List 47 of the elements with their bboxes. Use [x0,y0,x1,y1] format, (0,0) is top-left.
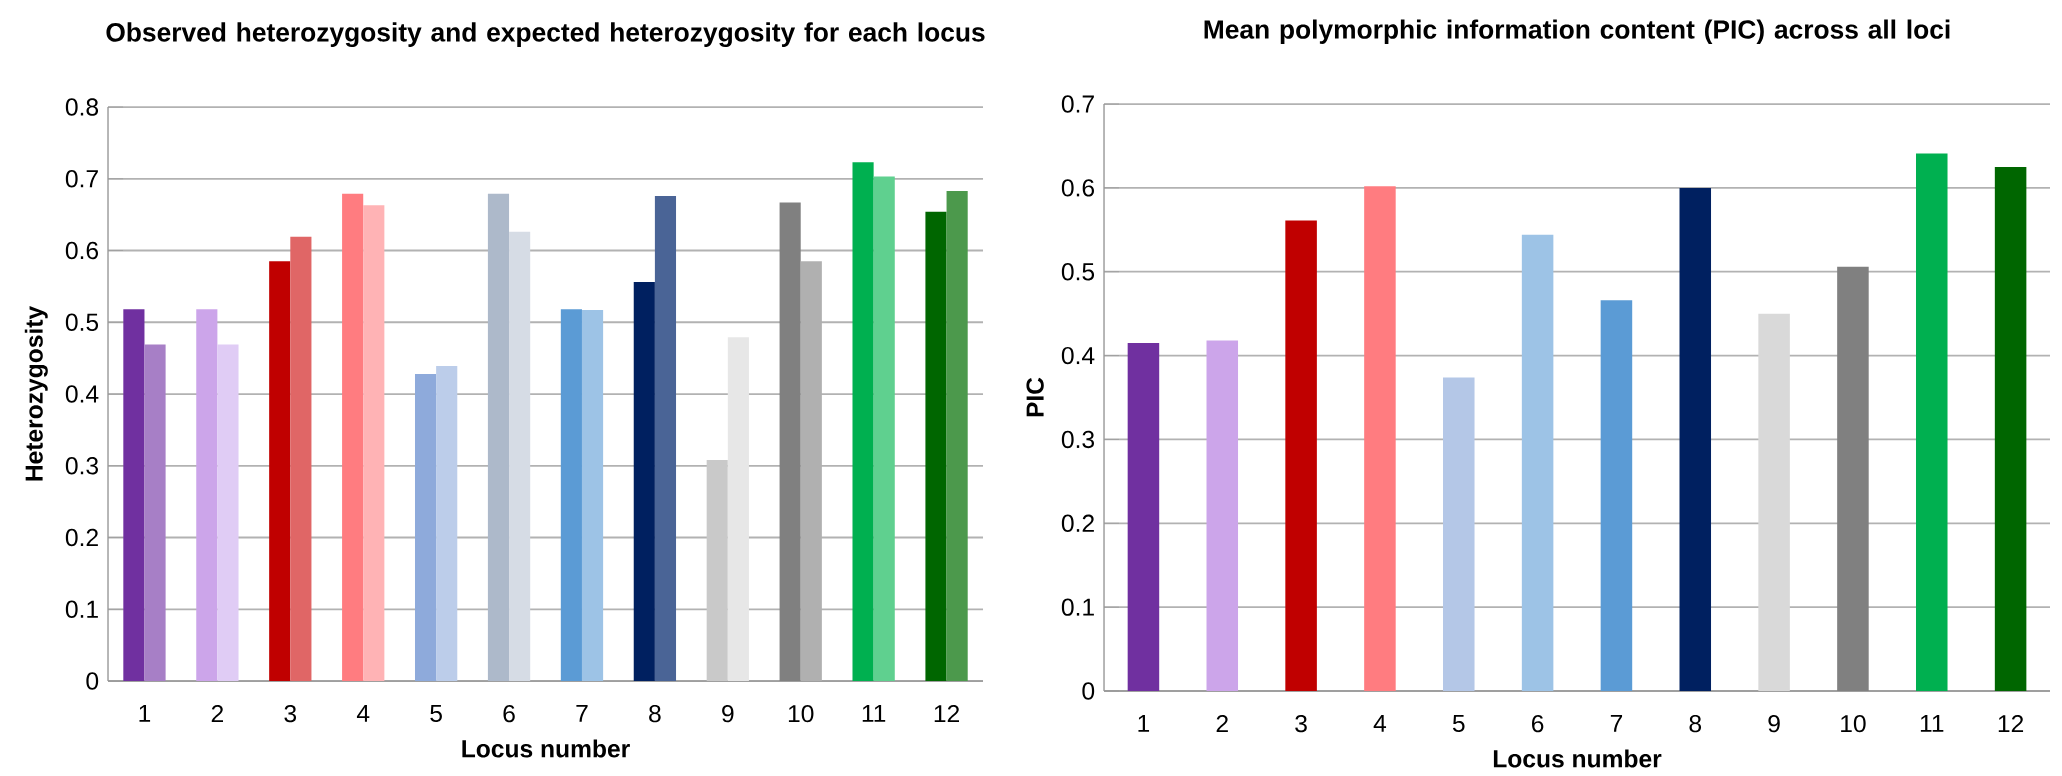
y-tick-label: 0 [86,672,99,690]
x-tick-label: 1 [1138,714,1150,732]
y-axis-title: PIC [1026,377,1044,417]
y-axis-title: Heterozygosity [24,305,48,481]
x-tick-label: 11 [862,704,886,722]
x-tick-label: 3 [284,704,297,723]
x-tick-label: 12 [934,704,960,723]
y-tick-label: 0.6 [1061,179,1094,197]
x-axis-title: Locus number [462,739,630,758]
x-tick-label: 3 [1295,714,1307,733]
x-tick-label: 6 [1532,714,1544,733]
x-tick-label: 8 [649,704,661,723]
y-tick-label: 0.4 [65,385,99,403]
y-tick-label: 0.5 [65,313,99,331]
y-tick-label: 0.3 [1061,430,1094,449]
y-tick-label: 0.8 [65,98,99,116]
x-tick-label: 10 [1841,714,1866,733]
y-tick-label: 0.7 [65,170,98,188]
chart-title: Mean polymorphic information content (PIC) across all loci [1204,19,1950,45]
x-tick-label: 12 [1998,714,2024,733]
y-tick-label: 0.1 [65,600,98,618]
chart-title: Observed heterozygosity and expected heterozygosity for each locus [106,22,985,47]
x-tick-label: 4 [1373,714,1387,732]
y-tick-label: 0 [1082,682,1095,700]
x-tick-label: 9 [722,704,734,723]
x-axis-title: Locus number [1493,749,1662,768]
x-tick-label: 7 [576,704,588,722]
x-tick-label: 10 [788,704,814,723]
y-tick-label: 0.1 [1061,598,1094,616]
x-tick-label: 7 [1610,714,1623,732]
y-tick-label: 0.5 [1061,263,1095,281]
y-tick-label: 0.6 [65,241,98,260]
y-tick-label: 0.7 [1061,95,1094,113]
y-tick-label: 0.4 [1061,346,1095,365]
x-tick-label: 5 [430,704,442,723]
x-tick-label: 8 [1689,714,1702,733]
y-tick-label: 0.3 [65,457,98,475]
x-tick-label: 5 [1452,714,1465,733]
x-tick-label: 6 [503,704,515,723]
x-tick-label: 11 [1920,714,1944,732]
y-tick-label: 0.2 [65,528,98,547]
y-tick-label: 0.2 [1061,514,1094,532]
x-tick-label: 4 [356,704,370,722]
x-tick-label: 1 [139,704,151,722]
x-tick-label: 9 [1768,714,1780,733]
x-tick-label: 2 [211,704,223,723]
x-tick-label: 2 [1216,714,1228,733]
